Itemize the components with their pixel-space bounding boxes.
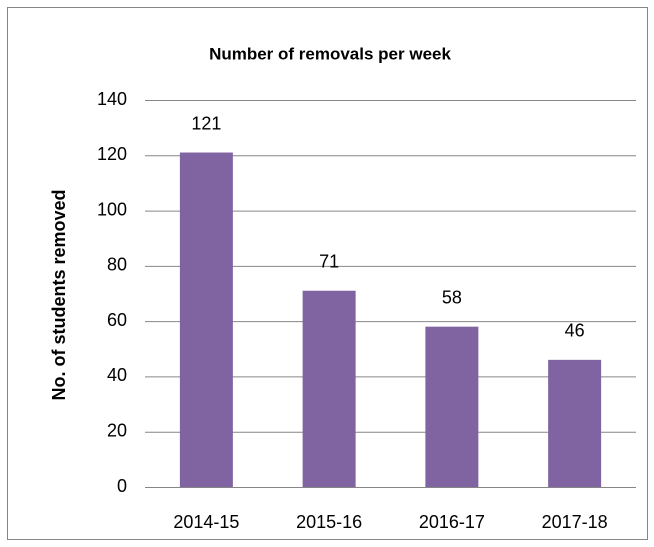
y-tick-label: 60	[107, 310, 127, 330]
y-tick-label: 140	[97, 89, 127, 109]
data-label: 46	[565, 321, 585, 341]
y-axis-label: No. of students removed	[49, 189, 69, 400]
data-label: 121	[191, 113, 221, 133]
y-tick-label: 120	[97, 144, 127, 164]
y-tick-label: 0	[117, 476, 127, 496]
data-label: 58	[442, 287, 462, 307]
chart-title: Number of removals per week	[209, 44, 451, 63]
data-label: 71	[319, 251, 339, 271]
y-tick-label: 100	[97, 199, 127, 219]
x-tick-label: 2015-16	[296, 512, 362, 532]
y-tick-label: 20	[107, 420, 127, 440]
x-tick-label: 2016-17	[419, 512, 485, 532]
x-tick-label: 2017-18	[542, 512, 608, 532]
bar	[548, 359, 602, 487]
bar	[179, 152, 233, 487]
y-tick-label: 80	[107, 255, 127, 275]
y-tick-label: 40	[107, 365, 127, 385]
bar	[425, 326, 479, 487]
x-tick-label: 2014-15	[173, 512, 239, 532]
bar	[302, 290, 356, 487]
